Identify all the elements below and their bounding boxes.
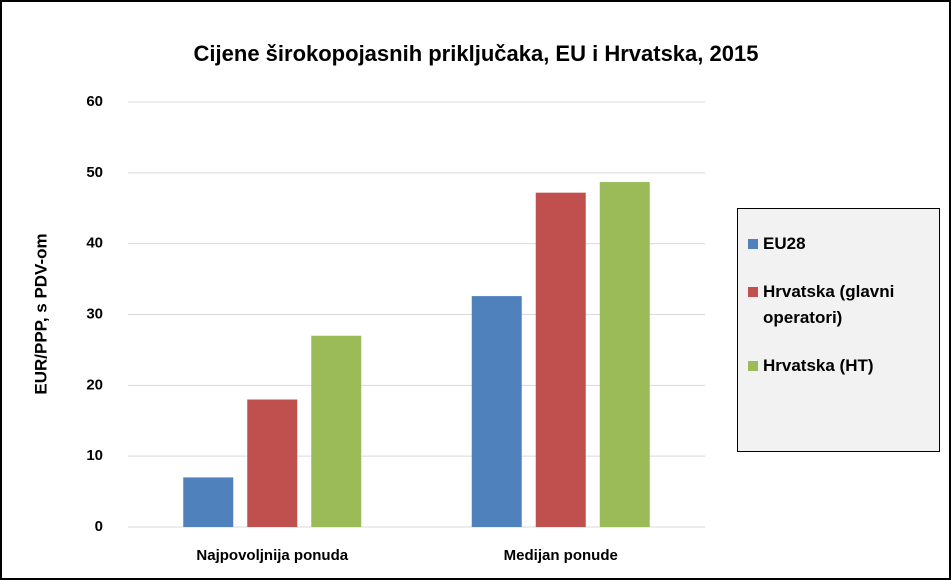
y-tick-label: 50 xyxy=(86,164,103,181)
x-tick-label: Najpovoljnija ponuda xyxy=(196,547,348,564)
legend-swatch xyxy=(748,239,758,249)
bar xyxy=(599,182,650,527)
legend: EU28 Hrvatska (glavni operatori) Hrvatska … xyxy=(737,208,940,452)
bar xyxy=(311,335,362,527)
y-tick-label: 60 xyxy=(86,93,103,110)
bar xyxy=(471,296,522,527)
chart-title: Cijene širokopojasnih priključaka, EU i … xyxy=(194,41,759,66)
legend-label: Hrvatska (glavni operatori) xyxy=(763,282,895,327)
y-tick-label: 20 xyxy=(86,376,103,393)
legend-label: EU28 xyxy=(763,234,806,253)
y-tick-label: 10 xyxy=(86,447,103,464)
legend-swatch xyxy=(748,287,758,297)
y-tick-label: 30 xyxy=(86,305,103,322)
y-tick-label: 40 xyxy=(86,235,103,252)
bar xyxy=(183,477,234,527)
bar xyxy=(535,192,586,527)
legend-entry: Hrvatska (glavni operatori) xyxy=(748,279,931,331)
bar xyxy=(247,399,298,527)
y-tick-label: 0 xyxy=(95,518,103,535)
legend-swatch xyxy=(748,361,758,371)
legend-entry: EU28 xyxy=(748,231,931,257)
legend-label: Hrvatska (HT) xyxy=(763,356,874,375)
legend-entry: Hrvatska (HT) xyxy=(748,353,931,379)
y-axis-label: EUR/PPP, s PDV-om xyxy=(31,233,50,394)
x-tick-label: Medijan ponude xyxy=(504,547,618,564)
